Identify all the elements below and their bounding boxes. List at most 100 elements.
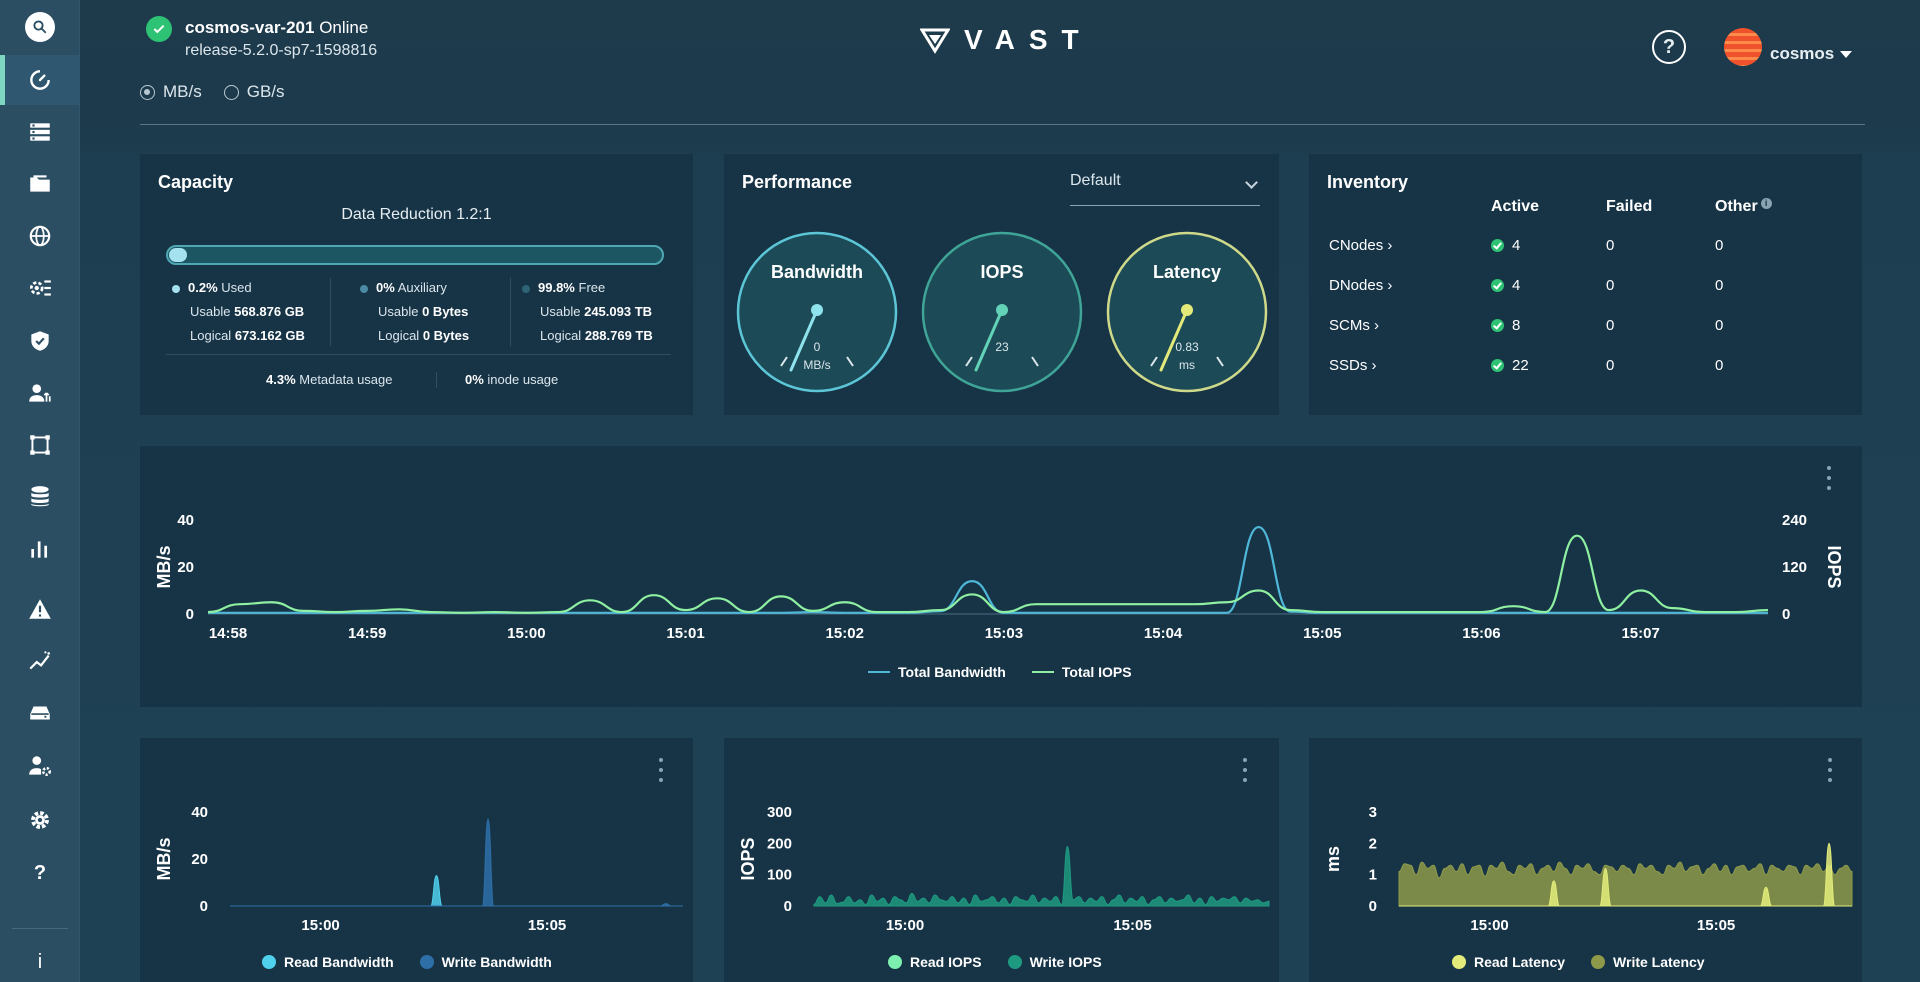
y2-tick-label: 240 [1782,512,1807,529]
kebab-menu-icon[interactable] [658,758,664,782]
info-icon[interactable]: i [1760,198,1772,209]
legend-total-iops[interactable]: Total IOPS [1031,664,1132,680]
legend-read-bandwidth[interactable]: Read Bandwidth [262,954,394,970]
sidebar-item-analytics[interactable] [0,524,80,574]
sidebar-item-security[interactable] [0,316,80,366]
kebab-menu-icon[interactable] [1826,466,1832,490]
sidebar-item-hardware[interactable] [0,688,80,738]
capacity-divider-horizontal [166,354,671,355]
legend-label: Total IOPS [1061,664,1132,680]
inventory-header-active: Active [1491,198,1540,215]
gear-icon [31,811,49,829]
x-tick-label: 14:58 [209,625,247,642]
sidebar-item-configuration[interactable] [0,263,80,313]
metadata-usage: 4.3% Metadata usage [266,372,393,387]
gauge-tick-min [1150,356,1158,367]
used-logical-label: Logical [190,328,232,343]
performance-panel: Performance Default Bandwidth 0 MB/s IOP… [724,154,1279,415]
y-tick-label: 20 [177,559,194,576]
check-icon [1491,359,1504,372]
gauge-pivot [996,304,1008,316]
x-tick-label: 15:07 [1621,625,1659,642]
kebab-menu-icon[interactable] [1827,758,1833,782]
auxiliary-usable: 0 Bytes [422,304,469,319]
unit-option-gbs[interactable]: GB/s [223,82,285,102]
x-tick-label: 15:05 [1113,917,1151,934]
performance-preset-select[interactable]: Default [1070,172,1260,206]
globe-icon [29,225,51,247]
free-logical-label: Logical [540,328,582,343]
y-tick-label: 100 [767,867,792,884]
inventory-row-dnodes: DNodes › 4 0 0 [1309,271,1862,301]
legend-write-latency[interactable]: Write Latency [1591,954,1705,970]
info-icon: i [37,950,43,973]
sidebar-item-servers[interactable] [0,107,80,157]
sidebar-item-alerts[interactable] [0,584,80,634]
y-axis-label: MB/s [154,837,174,880]
sidebar-item-views[interactable] [0,420,80,470]
caret-down-icon [1840,50,1853,58]
x-tick-label: 15:05 [1303,625,1341,642]
legend-swatch [419,955,434,969]
sidebar-divider [12,928,68,929]
avatar[interactable] [1724,28,1762,66]
radio-gbs[interactable] [223,84,239,100]
total-performance-panel: 0 20 40 0 120 240 14:58 14:59 15:00 15:01 15:02 15:… [140,446,1862,707]
user-transfer-icon [29,384,51,402]
gauge-needle [974,308,1004,372]
inventory-link-scms[interactable]: SCMs › [1329,317,1380,334]
inventory-panel: Inventory Active Failed Other i CNodes › … [1309,154,1862,415]
dashboard-icon [30,70,50,90]
latency-chart: 0 1 2 3 ms 15:00 15:05 [1323,804,1853,934]
data-reduction: Data Reduction 1.2:1 [341,206,492,223]
gauge-pivot [811,304,823,316]
legend-read-latency[interactable]: Read Latency [1452,954,1565,970]
legend-write-iops[interactable]: Write IOPS [1007,954,1102,970]
y-tick-label: 40 [191,804,208,821]
y-tick-label: 0 [200,898,208,915]
legend-total-bandwidth[interactable]: Total Bandwidth [868,664,1006,680]
logo-text: VAST [964,24,1093,55]
legend-write-bandwidth[interactable]: Write Bandwidth [419,954,552,970]
unit-option-mbs[interactable]: MB/s [140,82,202,102]
inventory-link-cnodes[interactable]: CNodes › [1329,237,1393,254]
sidebar-item-search[interactable] [0,2,80,52]
kebab-menu-icon[interactable] [1242,758,1248,782]
inode-usage: 0% inode usage [465,372,558,387]
sidebar-item-users[interactable] [0,368,80,418]
gauge-latency-value: 0.83 [1175,340,1199,354]
sidebar-item-info[interactable]: i [0,942,80,982]
inventory-active-count: 4 [1512,277,1521,294]
chevron-down-icon [1245,176,1258,189]
sidebar-item-settings[interactable] [0,795,80,845]
sidebar-item-database[interactable] [0,472,80,522]
x-tick-label: 15:00 [1470,917,1508,934]
gauge-iops-value: 23 [995,340,1009,354]
inventory-active: 22 [1491,357,1529,374]
y-axis-label: ms [1323,846,1343,872]
used-usable: 568.876 GB [234,304,305,319]
sidebar-item-files[interactable] [0,159,80,209]
y-axis-label: IOPS [738,837,758,880]
legend-swatch [1007,955,1022,969]
legend-read-iops[interactable]: Read IOPS [888,954,982,970]
inventory-link-ssds[interactable]: SSDs › [1329,357,1377,374]
sidebar-item-help[interactable]: ? [0,848,80,898]
sidebar-item-network[interactable] [0,211,80,261]
capacity-bar [166,245,664,265]
sidebar-item-dashboard[interactable] [0,55,80,105]
capacity-bar-used [169,248,187,262]
servers-icon [30,123,50,141]
auxiliary-usable-label: Usable [378,304,419,319]
gauge-iops-title: IOPS [980,262,1024,282]
inventory-link-dnodes[interactable]: DNodes › [1329,277,1393,294]
legend-label: Read Latency [1474,954,1566,970]
sidebar-item-user-management[interactable] [0,741,80,791]
sidebar-item-activity[interactable] [0,636,80,686]
auxiliary-pct: 0% [376,280,395,295]
user-menu[interactable]: cosmos [1770,44,1853,64]
bandwidth-legend: Read Bandwidth Write Bandwidth [262,954,552,970]
help-button[interactable]: ? [1652,30,1686,64]
radio-mbs[interactable] [140,84,155,100]
online-check-icon [146,16,172,42]
